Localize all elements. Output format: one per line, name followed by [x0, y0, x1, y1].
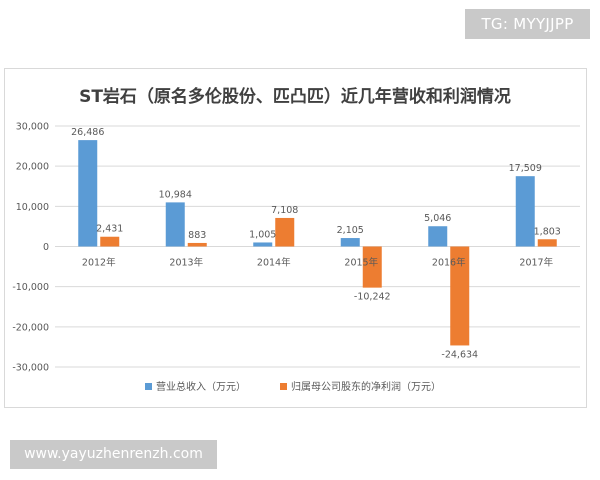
bar-net-profit: [450, 246, 470, 346]
chart-frame: ST岩石（原名多伦股份、匹凸匹）近几年营收和利润情况 30,000 20,000 1…: [4, 68, 587, 408]
data-label: 883: [188, 230, 206, 241]
y-tick-label: 10,000: [16, 202, 49, 213]
x-tick-label: 2014年: [257, 257, 291, 269]
bar-revenue: [340, 238, 360, 247]
y-tick-label: 20,000: [16, 162, 49, 173]
x-tick-label: 2012年: [82, 257, 116, 269]
legend-label: 归属母公司股东的净利润（万元）: [291, 380, 441, 393]
bar-revenue: [78, 140, 98, 247]
y-tick-label: -30,000: [12, 363, 49, 374]
legend-label: 营业总收入（万元）: [156, 380, 246, 393]
data-label: 10,984: [159, 189, 192, 200]
gridlines: [55, 125, 580, 368]
y-axis: 30,000 20,000 10,000 0 -10,000 -20,000 -30,000: [12, 122, 49, 374]
tg-watermark: TG: MYYJJPP: [465, 9, 590, 39]
bar-revenue: [165, 202, 185, 247]
data-label: 1,005: [249, 229, 276, 240]
bar-revenue: [253, 242, 273, 247]
bar-net-profit: [275, 217, 295, 247]
data-label: 7,108: [271, 205, 298, 216]
x-tick-label: 2015年: [344, 257, 378, 269]
bars: [78, 140, 557, 346]
data-label: 1,803: [534, 226, 561, 237]
y-tick-label: 30,000: [16, 122, 49, 133]
y-tick-label: -10,000: [12, 282, 49, 293]
data-label: 2,431: [96, 224, 123, 235]
x-tick-label: 2013年: [169, 257, 203, 269]
data-label: 17,509: [509, 163, 542, 174]
legend-swatch: [280, 383, 287, 390]
legend-swatch: [145, 383, 152, 390]
y-tick-label: 0: [43, 242, 49, 253]
y-tick-label: -20,000: [12, 322, 49, 333]
data-label: -10,242: [354, 292, 391, 303]
bar-net-profit: [100, 236, 120, 247]
data-label: -24,634: [441, 349, 478, 360]
data-labels: 26,486 2,431 10,984 883 1,005 7,108 2,105 -10,2…: [71, 127, 561, 360]
legend: 营业总收入（万元） 归属母公司股东的净利润（万元）: [145, 380, 441, 393]
bar-net-profit: [537, 239, 557, 247]
x-tick-label: 2017年: [519, 257, 553, 269]
bar-net-profit: [187, 242, 207, 247]
chart-title: ST岩石（原名多伦股份、匹凸匹）近几年营收和利润情况: [79, 86, 511, 107]
x-tick-label: 2016年: [432, 257, 466, 269]
bar-revenue: [428, 226, 448, 247]
data-label: 2,105: [337, 225, 364, 236]
data-label: 26,486: [71, 127, 104, 138]
bar-revenue: [515, 176, 535, 247]
bar-net-profit: [362, 246, 382, 288]
chart-svg: ST岩石（原名多伦股份、匹凸匹）近几年营收和利润情况 30,000 20,000 1…: [12, 86, 580, 393]
data-label: 5,046: [424, 213, 451, 224]
url-watermark: www.yayuzhenrenzh.com: [10, 440, 217, 469]
x-axis: 2012年 2013年 2014年 2015年 2016年 2017年: [82, 257, 554, 269]
